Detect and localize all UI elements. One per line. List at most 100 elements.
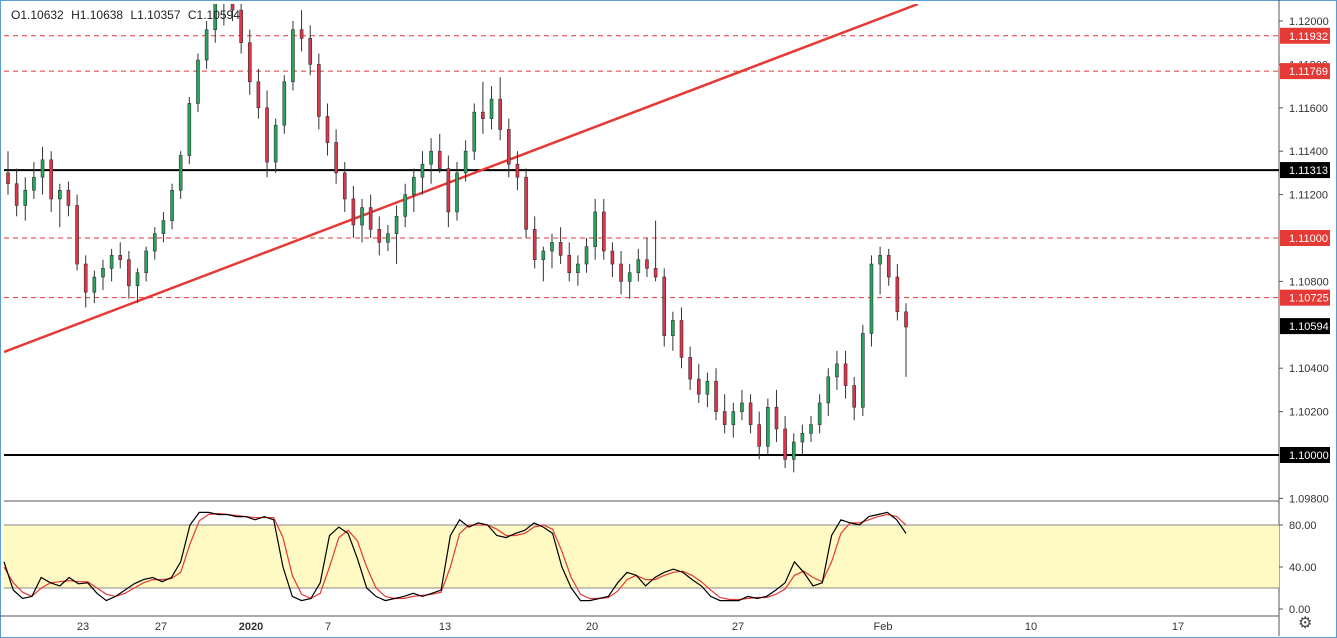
price-tick-label: 1.10800 xyxy=(1289,276,1329,288)
candle-body xyxy=(101,268,105,278)
candle-body xyxy=(265,107,269,163)
level-tag xyxy=(1280,230,1330,246)
level-tag-label: 1.11769 xyxy=(1289,66,1328,78)
candle-body xyxy=(187,103,192,156)
candle-body xyxy=(843,363,848,386)
candle-body xyxy=(481,111,485,119)
candle-body xyxy=(835,363,839,378)
candle-body xyxy=(567,255,572,274)
stoch-band xyxy=(4,525,1279,588)
candle-body xyxy=(334,142,338,174)
candle-body xyxy=(58,189,62,200)
candle-body xyxy=(403,194,407,217)
candle-body xyxy=(696,378,701,395)
candle-body xyxy=(653,268,658,278)
price-tick-label: 1.09800 xyxy=(1289,493,1329,505)
stoch-k-line xyxy=(3,511,907,602)
candle-body xyxy=(83,263,88,293)
candle-body xyxy=(420,163,425,178)
open-value: O1.10632 xyxy=(11,8,64,22)
candle-body xyxy=(645,259,649,269)
level-tag-label: 1.10000 xyxy=(1289,450,1329,462)
candle-body xyxy=(878,255,882,265)
candle-body xyxy=(446,168,451,213)
current-price-tag xyxy=(1280,318,1330,335)
price-tick-label: 1.12000 xyxy=(1289,16,1329,28)
candle-body xyxy=(852,385,856,408)
candle-body xyxy=(593,211,597,247)
candle-body xyxy=(576,263,580,274)
price-tick-label: 1.11600 xyxy=(1289,103,1328,115)
level-tag-label: 1.11313 xyxy=(1289,165,1328,177)
candle-body xyxy=(75,205,79,265)
candle-body xyxy=(619,263,623,282)
candle-body xyxy=(791,441,796,460)
candle-body xyxy=(895,276,900,313)
close-value: C1.10594 xyxy=(187,8,240,22)
osc-tick-label: 80.00 xyxy=(1289,520,1317,532)
candle-body xyxy=(869,263,874,334)
ohlc-legend: O1.10632 H1.10638 L1.10357 C1.10594 xyxy=(11,8,244,22)
candle-body xyxy=(783,428,787,460)
candle-body xyxy=(32,176,36,191)
candle-body xyxy=(584,246,589,265)
candle-body xyxy=(705,380,710,395)
candle-body xyxy=(740,402,744,412)
level-tag xyxy=(1280,289,1330,306)
candle-body xyxy=(757,424,762,447)
price-tick-label: 1.11400 xyxy=(1289,146,1328,158)
candle-body xyxy=(196,59,200,104)
candle-body xyxy=(826,376,831,404)
candle-body xyxy=(360,207,364,226)
candle-body xyxy=(455,172,459,213)
high-value: H1.10638 xyxy=(71,8,124,22)
candle-body xyxy=(429,150,433,165)
candle-body xyxy=(817,402,822,425)
candle-body xyxy=(144,250,148,274)
level-tag xyxy=(1280,27,1330,44)
candle-body xyxy=(325,116,330,143)
date-label: 10 xyxy=(1025,621,1037,633)
candle-body xyxy=(6,172,10,185)
date-label: Feb xyxy=(874,621,893,633)
candle-body xyxy=(861,333,865,408)
candle-body xyxy=(127,259,131,287)
candle-body xyxy=(49,159,53,200)
candle-body xyxy=(679,320,684,358)
candle-body xyxy=(247,42,252,83)
candle-body xyxy=(291,29,295,83)
candle-body xyxy=(524,176,528,230)
candle-body xyxy=(766,406,770,447)
price-tick-label: 1.10200 xyxy=(1289,407,1329,419)
candle-body xyxy=(256,81,261,109)
price-tick-label: 1.11200 xyxy=(1289,190,1328,202)
candle-body xyxy=(204,29,209,61)
candle-body xyxy=(722,411,727,425)
candle-body xyxy=(412,176,416,195)
candle-body xyxy=(317,64,321,117)
candle-body xyxy=(239,9,243,43)
candle-body xyxy=(489,98,494,119)
level-tag xyxy=(1280,63,1330,80)
candle-body xyxy=(886,255,891,278)
level-tag xyxy=(1280,447,1330,463)
candle-body xyxy=(541,250,546,261)
candle-body xyxy=(282,81,287,126)
candle-body xyxy=(558,242,563,256)
candle-body xyxy=(671,320,675,336)
candle-body xyxy=(14,183,19,206)
candle-body xyxy=(222,0,225,4)
osc-tick-label: 40.00 xyxy=(1289,562,1317,574)
candle-body xyxy=(92,276,97,293)
candle-body xyxy=(368,207,373,230)
date-label: 17 xyxy=(1172,621,1184,633)
gear-icon[interactable]: ⚙ xyxy=(1298,615,1313,632)
date-label: 2020 xyxy=(239,621,263,633)
candle-body xyxy=(23,189,28,206)
level-tag-label: 1.11000 xyxy=(1289,233,1328,245)
candle-body xyxy=(774,406,779,430)
date-label: 27 xyxy=(155,621,167,633)
candle-body xyxy=(532,229,537,261)
level-tag-label: 1.11932 xyxy=(1289,31,1328,43)
